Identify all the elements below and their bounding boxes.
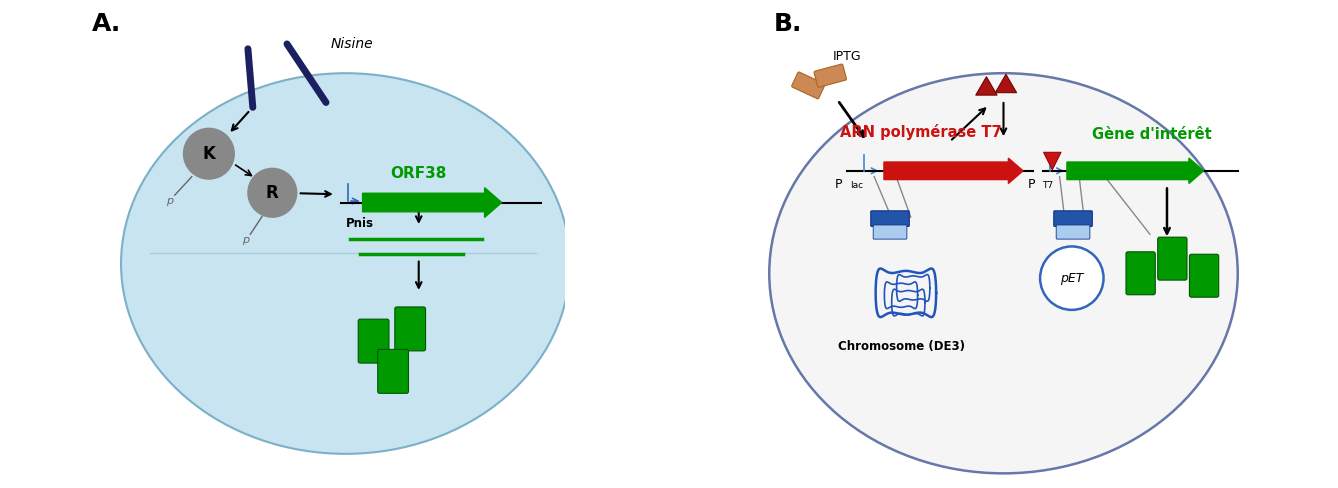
- Text: IPTG: IPTG: [832, 50, 862, 62]
- Ellipse shape: [120, 73, 570, 454]
- Text: lac: lac: [850, 181, 863, 189]
- Polygon shape: [995, 74, 1017, 93]
- Ellipse shape: [769, 73, 1238, 473]
- Text: B.: B.: [775, 12, 803, 36]
- Text: A.: A.: [92, 12, 120, 36]
- FancyArrow shape: [363, 188, 502, 217]
- Polygon shape: [1044, 152, 1061, 170]
- Text: pET: pET: [1060, 272, 1084, 285]
- Text: T7: T7: [1042, 181, 1053, 189]
- FancyBboxPatch shape: [874, 225, 907, 239]
- FancyBboxPatch shape: [792, 72, 824, 99]
- Text: Gène d'intérêt: Gène d'intérêt: [1092, 127, 1212, 142]
- Text: P: P: [1028, 178, 1036, 191]
- Text: R: R: [266, 184, 278, 202]
- FancyBboxPatch shape: [1127, 252, 1155, 295]
- FancyBboxPatch shape: [871, 211, 910, 226]
- Text: Chromosome (DE3): Chromosome (DE3): [838, 340, 965, 353]
- FancyBboxPatch shape: [377, 349, 408, 393]
- Text: P: P: [835, 178, 843, 191]
- Circle shape: [183, 128, 234, 179]
- Text: Nisine: Nisine: [330, 37, 373, 51]
- FancyArrow shape: [1066, 158, 1204, 183]
- FancyBboxPatch shape: [359, 319, 389, 363]
- FancyBboxPatch shape: [1189, 254, 1219, 297]
- Text: p: p: [166, 196, 174, 206]
- Text: K: K: [202, 145, 215, 163]
- Polygon shape: [975, 77, 997, 95]
- FancyBboxPatch shape: [1056, 225, 1090, 239]
- Circle shape: [1040, 246, 1104, 310]
- FancyBboxPatch shape: [1157, 237, 1187, 280]
- FancyArrow shape: [884, 158, 1024, 183]
- Circle shape: [248, 168, 297, 217]
- Text: p: p: [242, 235, 249, 245]
- FancyBboxPatch shape: [395, 307, 425, 351]
- FancyBboxPatch shape: [814, 64, 847, 87]
- Text: ORF38: ORF38: [391, 166, 447, 181]
- Text: Pnis: Pnis: [345, 217, 373, 230]
- FancyBboxPatch shape: [1054, 211, 1092, 226]
- Text: ARN polymérase T7: ARN polymérase T7: [840, 124, 1001, 140]
